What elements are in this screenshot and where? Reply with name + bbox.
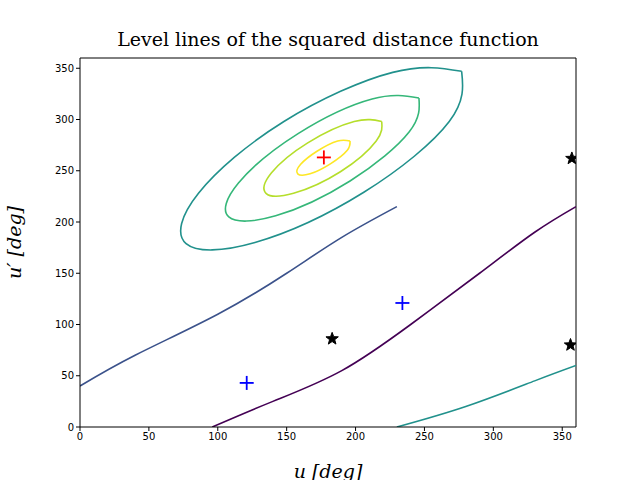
svg-text:200: 200 (346, 431, 365, 442)
svg-text:250: 250 (55, 165, 74, 176)
svg-text:50: 50 (61, 370, 74, 381)
svg-text:150: 150 (55, 268, 74, 279)
svg-text:250: 250 (415, 431, 434, 442)
svg-text:200: 200 (55, 217, 74, 228)
svg-text:u′ [deg]: u′ [deg] (8, 205, 25, 279)
svg-text:350: 350 (55, 63, 74, 74)
svg-text:50: 50 (143, 431, 156, 442)
svg-text:300: 300 (55, 114, 74, 125)
svg-text:100: 100 (55, 319, 74, 330)
svg-text:150: 150 (277, 431, 296, 442)
svg-text:350: 350 (553, 431, 572, 442)
svg-text:0: 0 (77, 431, 83, 442)
svg-text:100: 100 (208, 431, 227, 442)
svg-text:300: 300 (484, 431, 503, 442)
svg-text:0: 0 (68, 422, 74, 433)
svg-text:u [deg]: u [deg] (294, 460, 363, 480)
html-text:Level lines of the squared dis: Level lines of the squared distance func… (117, 28, 539, 50)
